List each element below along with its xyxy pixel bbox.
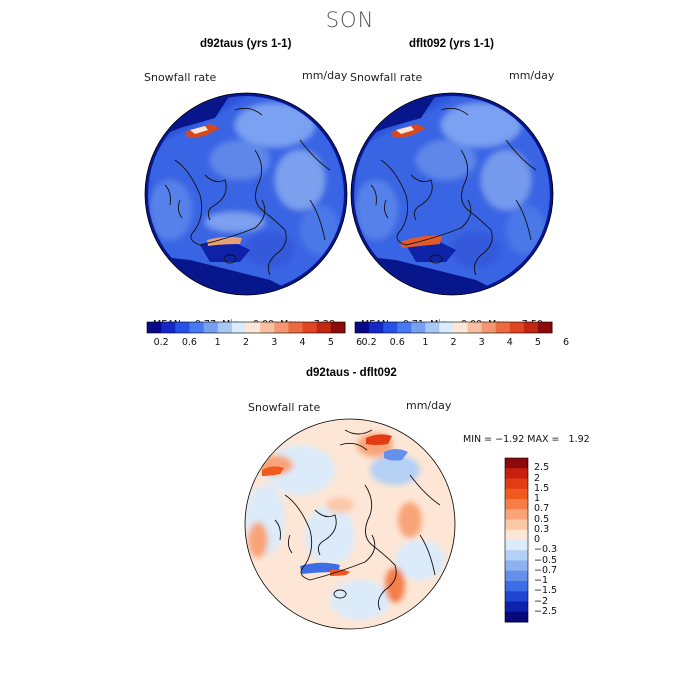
colorbar-difference-cell [505, 499, 528, 510]
colorbar-left-tick: 4 [299, 337, 306, 348]
colorbar-right [354, 321, 553, 334]
colorbar-right-cell [425, 322, 440, 333]
panel-left-units-label: mm/day [302, 69, 348, 82]
colorbar-right-tick: 4 [506, 337, 513, 348]
colorbar-left-tick: 5 [327, 337, 334, 348]
colorbar-right-cell [397, 322, 412, 333]
colorbar-left-tick: 3 [271, 337, 278, 348]
colorbar-right-frame [354, 321, 553, 334]
colorbar-right-cell [495, 322, 511, 333]
colorbar-difference-cell [505, 458, 528, 469]
colorbar-difference-cell [505, 519, 528, 531]
colorbar-difference-tick: 0 [534, 534, 541, 545]
colorbar-left-cell [231, 322, 247, 333]
colorbar-difference-cell [505, 550, 528, 561]
panel-right-field-label: Snowfall rate [350, 71, 423, 84]
colorbar-difference [504, 457, 529, 623]
season-title: SON [325, 8, 375, 32]
colorbar-right-cell [467, 322, 483, 333]
colorbar-left-cell [288, 322, 304, 333]
colorbar-difference-cell [505, 560, 528, 572]
colorbar-difference-tick: 1 [534, 493, 541, 504]
colorbar-difference-tick: −2 [534, 595, 549, 607]
colorbar-difference-tick: 0.5 [534, 513, 550, 525]
colorbar-right-cell [453, 322, 469, 333]
colorbar-difference-cell [505, 540, 528, 551]
colorbar-difference-cell [505, 529, 528, 541]
colorbar-difference-cell [505, 581, 528, 592]
diff-title: d92taus - dflt092 [306, 367, 397, 379]
colorbar-right-cell [481, 322, 497, 333]
colorbar-right-cell [439, 322, 454, 333]
panel-left-field-label: Snowfall rate [144, 71, 217, 84]
colorbar-difference-cell [505, 468, 528, 479]
colorbar-difference-tick: −1 [534, 575, 549, 586]
map-difference [244, 418, 456, 630]
diff-field-label: Snowfall rate [248, 401, 321, 414]
colorbar-right-tick: 3 [478, 337, 485, 348]
colorbar-right-tick: 1 [422, 337, 429, 348]
colorbar-left-cell [147, 322, 162, 333]
colorbar-left-cell [161, 322, 176, 333]
colorbar-left-cell [302, 322, 318, 333]
colorbar-difference-tick: 1.5 [534, 482, 550, 494]
colorbar-difference-cell [505, 478, 528, 490]
colorbar-left-tick: 6 [356, 337, 363, 348]
colorbar-difference-tick: 0.3 [534, 523, 550, 535]
colorbar-left-cell [189, 322, 205, 333]
colorbar-right-cell [509, 322, 525, 333]
colorbar-left-tick: 0.6 [181, 337, 197, 348]
colorbar-right-cell [411, 322, 426, 333]
colorbar-difference-cell [505, 488, 528, 500]
colorbar-left-tick: 0.2 [153, 337, 169, 348]
colorbar-difference-tick: −1.5 [534, 585, 558, 597]
panel-right-units-label: mm/day [509, 69, 555, 82]
colorbar-difference-frame [504, 457, 529, 623]
colorbar-right-tick: 6 [563, 337, 570, 348]
colorbar-difference-cell [505, 509, 528, 520]
colorbar-left-tick: 2 [242, 337, 250, 348]
colorbar-left-cell [246, 322, 261, 333]
colorbar-difference-tick: −0.5 [534, 554, 558, 566]
colorbar-difference-tick: −2.5 [534, 605, 558, 617]
colorbar-difference-cell [505, 601, 528, 613]
panel-left-title: d92taus (yrs 1-1) [200, 38, 292, 50]
colorbar-right-cell [537, 322, 553, 333]
colorbar-left-cell [330, 322, 346, 333]
colorbar-right-tick: 0.2 [361, 337, 377, 348]
colorbar-difference-tick: −0.7 [534, 564, 558, 576]
colorbar-right-cell [383, 322, 398, 333]
colorbar-difference-tick: 2.5 [534, 462, 550, 474]
colorbar-left-cell [217, 322, 233, 333]
colorbar-right-tick: 2 [450, 337, 457, 348]
colorbar-difference-tick: −0.3 [534, 544, 558, 556]
colorbar-difference-cell [505, 611, 528, 623]
map-left [144, 92, 348, 296]
colorbar-left-frame [146, 321, 346, 334]
colorbar-left [146, 321, 346, 334]
colorbar-difference-tick: 0.7 [534, 503, 550, 515]
colorbar-left-tick: 1 [214, 337, 221, 348]
colorbar-right-tick: 5 [534, 337, 541, 348]
colorbar-left-cell [316, 322, 332, 333]
diff-units-label: mm/day [406, 399, 452, 412]
colorbar-difference-tick: 2 [534, 472, 541, 484]
colorbar-difference-cell [505, 591, 528, 602]
panel-right-title: dflt092 (yrs 1-1) [409, 38, 495, 50]
diff-minmax: MIN = −1.92 MAX = 1.92 [463, 434, 590, 445]
colorbar-left-cell [203, 322, 219, 333]
colorbar-left-cell [260, 322, 275, 333]
colorbar-right-tick: 0.6 [389, 337, 405, 348]
colorbar-difference-cell [505, 570, 528, 582]
colorbar-left-cell [175, 322, 190, 333]
colorbar-left-cell [274, 322, 289, 333]
colorbar-right-cell [355, 322, 370, 333]
colorbar-right-cell [523, 322, 539, 333]
colorbar-right-cell [369, 322, 384, 333]
map-right [350, 92, 554, 296]
